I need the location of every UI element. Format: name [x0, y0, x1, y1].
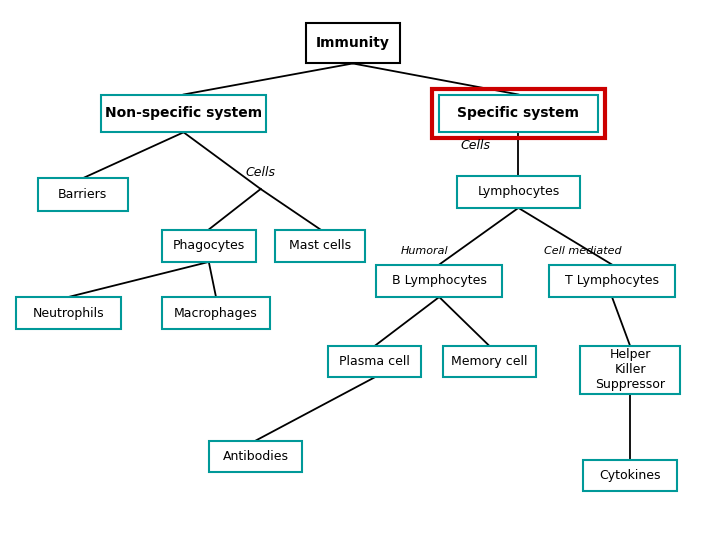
FancyBboxPatch shape: [439, 94, 598, 132]
FancyBboxPatch shape: [38, 178, 128, 211]
FancyBboxPatch shape: [162, 297, 270, 329]
Text: Cell mediated: Cell mediated: [544, 246, 622, 256]
FancyBboxPatch shape: [162, 230, 256, 262]
Text: Cytokines: Cytokines: [599, 469, 661, 482]
Text: Antibodies: Antibodies: [222, 450, 289, 463]
FancyBboxPatch shape: [328, 346, 421, 377]
Text: Neutrophils: Neutrophils: [32, 307, 104, 320]
Text: Macrophages: Macrophages: [174, 307, 258, 320]
FancyBboxPatch shape: [549, 265, 675, 297]
Text: Helper
Killer
Suppressor: Helper Killer Suppressor: [595, 348, 665, 392]
Text: Humoral: Humoral: [401, 246, 449, 256]
FancyBboxPatch shape: [376, 265, 503, 297]
FancyBboxPatch shape: [443, 346, 536, 377]
FancyBboxPatch shape: [17, 297, 121, 329]
Text: Memory cell: Memory cell: [451, 355, 528, 368]
Text: Mast cells: Mast cells: [289, 239, 351, 252]
FancyBboxPatch shape: [580, 346, 680, 394]
Text: Lymphocytes: Lymphocytes: [477, 185, 559, 198]
Text: Specific system: Specific system: [457, 106, 580, 120]
FancyBboxPatch shape: [209, 441, 302, 472]
Text: Phagocytes: Phagocytes: [173, 239, 245, 252]
Text: Immunity: Immunity: [316, 36, 390, 50]
FancyBboxPatch shape: [306, 23, 400, 63]
Text: Non-specific system: Non-specific system: [105, 106, 262, 120]
FancyBboxPatch shape: [275, 230, 366, 262]
Text: B Lymphocytes: B Lymphocytes: [392, 274, 487, 287]
Text: Cells: Cells: [460, 139, 490, 152]
FancyBboxPatch shape: [457, 176, 580, 208]
Text: T Lymphocytes: T Lymphocytes: [565, 274, 659, 287]
FancyBboxPatch shape: [101, 94, 266, 132]
FancyBboxPatch shape: [583, 460, 677, 491]
Text: Plasma cell: Plasma cell: [339, 355, 410, 368]
Text: Cells: Cells: [246, 166, 276, 179]
Text: Barriers: Barriers: [58, 188, 107, 201]
